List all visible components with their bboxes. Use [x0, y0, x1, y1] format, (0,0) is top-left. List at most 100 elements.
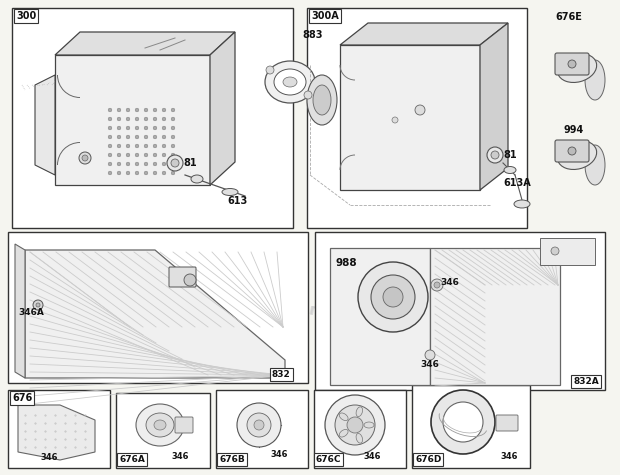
Circle shape: [171, 117, 175, 121]
Circle shape: [126, 162, 130, 166]
Ellipse shape: [557, 54, 596, 83]
Circle shape: [162, 144, 166, 148]
Ellipse shape: [585, 145, 605, 185]
Text: 300A: 300A: [311, 11, 339, 21]
Text: 346: 346: [171, 452, 188, 461]
Circle shape: [144, 135, 148, 139]
Circle shape: [171, 162, 175, 166]
Circle shape: [135, 171, 139, 175]
Text: 676C: 676C: [316, 455, 342, 464]
FancyBboxPatch shape: [175, 417, 193, 433]
Circle shape: [82, 155, 88, 161]
Circle shape: [144, 108, 148, 112]
Ellipse shape: [307, 75, 337, 125]
Ellipse shape: [585, 60, 605, 100]
Circle shape: [126, 108, 130, 112]
Circle shape: [126, 126, 130, 130]
Ellipse shape: [557, 141, 596, 170]
Circle shape: [117, 135, 121, 139]
Circle shape: [126, 153, 130, 157]
Circle shape: [431, 279, 443, 291]
Circle shape: [135, 126, 139, 130]
Bar: [8, 232, 308, 383]
Ellipse shape: [313, 85, 331, 115]
Circle shape: [153, 108, 157, 112]
Circle shape: [167, 155, 183, 171]
Circle shape: [153, 135, 157, 139]
Circle shape: [162, 126, 166, 130]
Polygon shape: [330, 248, 430, 385]
Text: 346: 346: [40, 453, 58, 462]
Ellipse shape: [356, 434, 363, 443]
Bar: [12, 8, 293, 228]
Circle shape: [117, 162, 121, 166]
Circle shape: [108, 135, 112, 139]
Circle shape: [434, 282, 440, 288]
Text: 81: 81: [183, 158, 197, 168]
Text: 300: 300: [16, 11, 36, 21]
Circle shape: [153, 126, 157, 130]
Polygon shape: [340, 45, 480, 190]
Circle shape: [162, 108, 166, 112]
Text: 346: 346: [270, 450, 288, 459]
Circle shape: [117, 153, 121, 157]
Bar: [8, 390, 110, 468]
Bar: [412, 385, 530, 468]
Circle shape: [108, 144, 112, 148]
Circle shape: [126, 171, 130, 175]
Circle shape: [79, 152, 91, 164]
Polygon shape: [25, 250, 285, 378]
Circle shape: [144, 144, 148, 148]
Circle shape: [325, 395, 385, 455]
Bar: [116, 393, 210, 468]
Circle shape: [162, 162, 166, 166]
Text: 613A: 613A: [503, 178, 531, 188]
Circle shape: [171, 159, 179, 167]
Circle shape: [568, 147, 576, 155]
Circle shape: [108, 108, 112, 112]
FancyBboxPatch shape: [555, 53, 589, 75]
Polygon shape: [340, 23, 508, 45]
Circle shape: [162, 135, 166, 139]
Circle shape: [162, 153, 166, 157]
Circle shape: [237, 403, 281, 447]
Bar: [540, 238, 595, 265]
Circle shape: [415, 105, 425, 115]
Text: 832: 832: [272, 370, 291, 379]
Ellipse shape: [364, 422, 374, 428]
Text: 676D: 676D: [415, 455, 441, 464]
Text: 988: 988: [335, 258, 356, 268]
Polygon shape: [55, 55, 210, 185]
Circle shape: [108, 162, 112, 166]
Polygon shape: [18, 405, 95, 460]
Circle shape: [117, 126, 121, 130]
Circle shape: [135, 117, 139, 121]
Text: 676E: 676E: [555, 12, 582, 22]
Circle shape: [153, 153, 157, 157]
Circle shape: [171, 144, 175, 148]
Circle shape: [431, 390, 495, 454]
Circle shape: [254, 420, 264, 430]
Ellipse shape: [339, 413, 348, 420]
Bar: [216, 390, 308, 468]
Circle shape: [171, 171, 175, 175]
Circle shape: [126, 135, 130, 139]
Text: 81: 81: [503, 150, 516, 160]
Circle shape: [153, 117, 157, 121]
Bar: [307, 8, 527, 228]
Circle shape: [144, 117, 148, 121]
Circle shape: [247, 413, 271, 437]
Ellipse shape: [191, 175, 203, 183]
Ellipse shape: [339, 429, 348, 437]
Ellipse shape: [356, 407, 363, 417]
Circle shape: [135, 162, 139, 166]
Circle shape: [135, 135, 139, 139]
Text: 676: 676: [12, 393, 32, 403]
Polygon shape: [480, 23, 508, 190]
Text: 994: 994: [563, 125, 583, 135]
Circle shape: [108, 126, 112, 130]
Circle shape: [491, 151, 499, 159]
Ellipse shape: [265, 61, 315, 103]
Circle shape: [171, 126, 175, 130]
Ellipse shape: [504, 167, 516, 173]
